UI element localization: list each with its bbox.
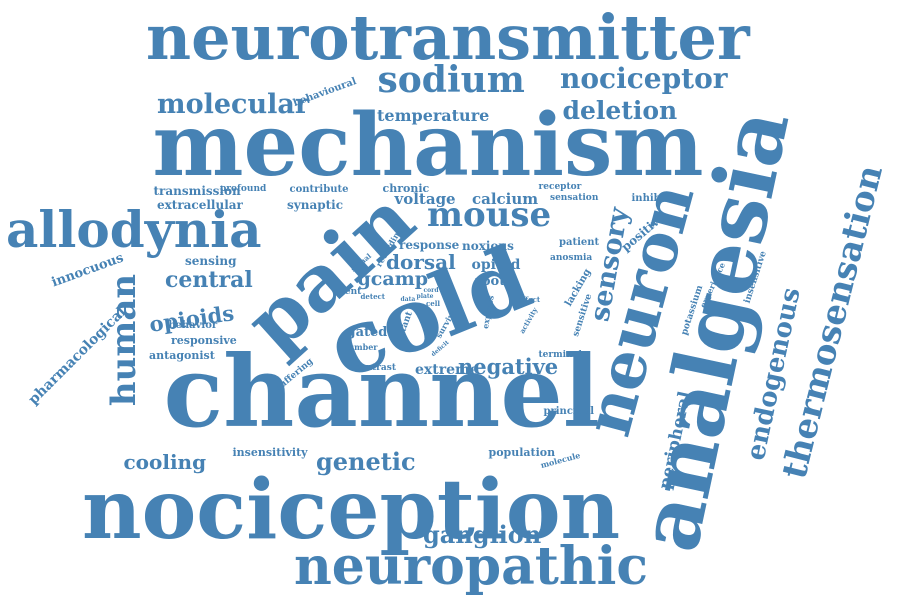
- cloud-word: allodynia: [6, 200, 262, 259]
- cloud-word: contribute: [289, 184, 349, 195]
- cloud-word: principal: [543, 406, 595, 417]
- cloud-word: gcamp: [357, 267, 429, 290]
- cloud-word: sensing: [185, 254, 237, 268]
- cloud-word: response: [399, 238, 460, 252]
- cloud-word: inhibition: [631, 193, 687, 204]
- cloud-word: data: [400, 296, 416, 303]
- cloud-word: dorsal: [386, 250, 456, 274]
- cloud-word: root: [475, 273, 506, 289]
- cloud-word: sensation: [550, 192, 599, 203]
- cloud-word: nociceptor: [560, 62, 728, 95]
- cloud-word: gated: [346, 324, 388, 340]
- cloud-word: patient: [559, 237, 600, 248]
- cloud-word: chronic: [382, 181, 430, 195]
- cloud-word: detect: [360, 291, 386, 301]
- cloud-word: calcium: [472, 189, 539, 208]
- cloud-word: effect: [518, 294, 541, 304]
- cloud-word: terminal: [538, 349, 582, 360]
- cloud-word: cord: [423, 287, 439, 294]
- cloud-word: voltage: [394, 189, 456, 208]
- cloud-word: silent: [333, 286, 362, 297]
- cloud-word: receptor: [538, 181, 582, 192]
- cloud-word: opioid: [471, 257, 521, 273]
- cloud-word: temperature: [377, 106, 490, 125]
- cloud-word: negative: [458, 353, 559, 379]
- cloud-word: contrast: [354, 362, 396, 373]
- cloud-word: channel: [163, 335, 601, 450]
- cloud-word: population: [488, 445, 556, 459]
- cloud-word: noxious: [462, 239, 514, 253]
- cloud-word: antagonist: [149, 348, 215, 362]
- cloud-word: neurotransmitter: [146, 1, 750, 74]
- cloud-word: anosmia: [550, 252, 593, 263]
- cloud-word: deletion: [562, 95, 678, 125]
- cloud-word: cooling: [123, 450, 207, 474]
- cloud-word: synaptic: [287, 198, 344, 212]
- cloud-word: neuropathic: [294, 536, 649, 597]
- cloud-word: plate: [416, 293, 434, 300]
- cloud-word: extreme: [415, 362, 479, 378]
- cloud-word: profound: [220, 183, 267, 194]
- cloud-word: mouse: [427, 195, 552, 235]
- cloud-word: human: [104, 273, 145, 407]
- cloud-word: sodium: [377, 59, 525, 101]
- cloud-word: responsive: [171, 333, 237, 347]
- cloud-word: extracellular: [157, 198, 243, 212]
- cloud-word: mechanism: [152, 95, 704, 196]
- cloud-word: ganglion: [423, 520, 542, 549]
- cloud-word: behavior: [168, 320, 218, 331]
- cloud-word: cell: [426, 298, 441, 308]
- cloud-word: number: [342, 342, 378, 352]
- cloud-word: insensitivity: [232, 445, 308, 459]
- cloud-word: nociception: [82, 462, 621, 558]
- cloud-word: central: [165, 267, 253, 293]
- cloud-word: genetic: [316, 447, 416, 476]
- cloud-word: transmission: [153, 184, 241, 198]
- cloud-word: molecular: [157, 88, 310, 120]
